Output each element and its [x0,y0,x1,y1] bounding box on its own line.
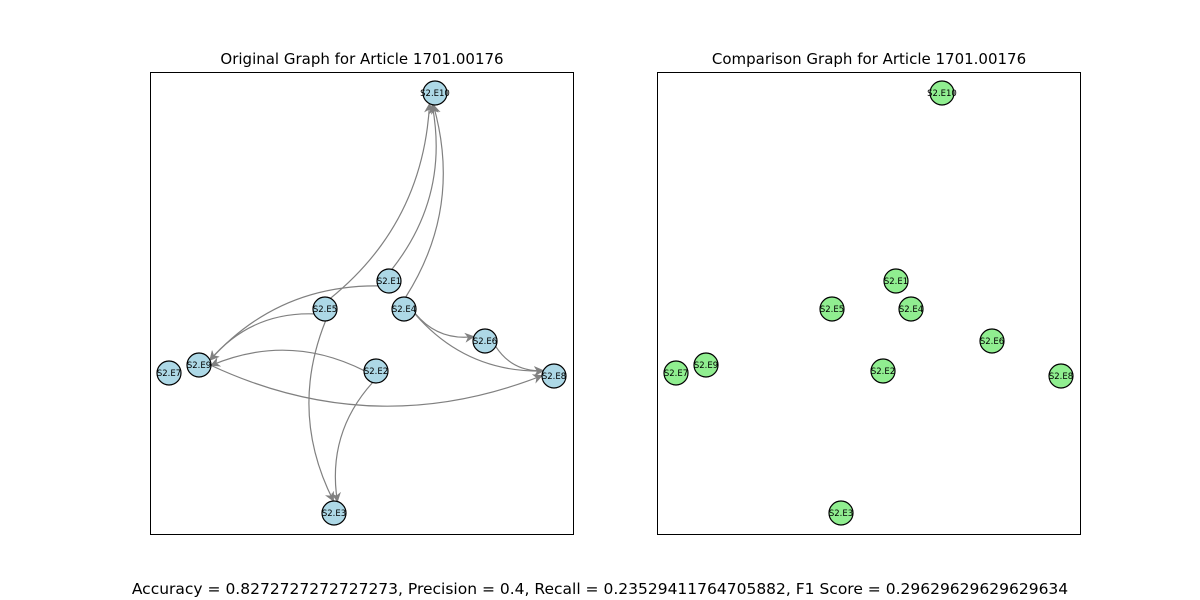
node-circle [693,352,719,378]
node-circle [979,328,1005,354]
node-circle [422,80,448,106]
node-label: S2.E3 [829,509,853,519]
node-s2-e6: S2.E6 [979,328,1005,354]
node-label: S2.E4 [899,305,923,315]
original-graph-edges [209,102,545,503]
node-s2-e6: S2.E6 [472,328,498,354]
node-label: S2.E3 [322,509,346,519]
node-s2-e9: S2.E9 [693,352,719,378]
edge-s2-e5-to-s2-e9 [209,313,315,361]
node-circle [929,80,955,106]
node-label: S2.E7 [157,369,181,379]
edge-s2-e6-to-s2-e8 [495,346,545,377]
node-s2-e1: S2.E1 [376,268,402,294]
node-circle [819,296,845,322]
node-s2-e9: S2.E9 [186,352,212,378]
node-s2-e8: S2.E8 [541,363,567,389]
node-s2-e8: S2.E8 [1048,363,1074,389]
node-s2-e7: S2.E7 [156,360,182,386]
node-label: S2.E9 [187,361,211,371]
metrics-summary: Accuracy = 0.8272727272727273, Precision… [132,580,1068,598]
node-circle [541,363,567,389]
node-circle [312,296,338,322]
node-s2-e10: S2.E10 [420,80,450,106]
original-graph-title: Original Graph for Article 1701.00176 [220,50,503,68]
node-label: S2.E1 [377,277,401,287]
node-s2-e3: S2.E3 [828,500,854,526]
node-label: S2.E2 [871,367,895,377]
node-circle [376,268,402,294]
node-s2-e5: S2.E5 [819,296,845,322]
node-s2-e7: S2.E7 [663,360,689,386]
node-label: S2.E6 [473,337,497,347]
node-circle [870,358,896,384]
edge-s2-e1-to-s2-e10 [391,103,439,270]
node-s2-e2: S2.E2 [363,358,389,384]
comparison-graph-panel: Comparison Graph for Article 1701.00176 … [657,50,1081,535]
node-s2-e3: S2.E3 [321,500,347,526]
node-label: S2.E2 [364,367,388,377]
edge-s2-e5-to-s2-e10 [330,102,435,299]
node-circle [883,268,909,294]
node-label: S2.E7 [664,369,688,379]
node-circle [663,360,689,386]
edge-s2-e2-to-s2-e3 [331,382,374,503]
edge-s2-e2-to-s2-e9 [210,349,365,372]
node-label: S2.E10 [927,89,957,99]
node-label: S2.E8 [1049,372,1073,382]
node-s2-e5: S2.E5 [312,296,338,322]
node-label: S2.E5 [820,305,844,315]
node-circle [186,352,212,378]
node-s2-e4: S2.E4 [898,296,924,322]
node-circle [363,358,389,384]
node-circle [391,296,417,322]
node-s2-e10: S2.E10 [927,80,957,106]
node-circle [828,500,854,526]
original-graph-nodes: S2.E10 S2.E1 S2.E5 S2.E4 S2.E6 S2.E7 S2.E9 S2.E… [156,80,567,526]
node-label: S2.E8 [542,372,566,382]
node-circle [321,500,347,526]
node-label: S2.E10 [420,89,450,99]
node-circle [1048,363,1074,389]
edge-s2-e5-to-s2-e3 [308,320,335,502]
original-graph-panel: Original Graph for Article 1701.00176 S2… [150,50,574,535]
node-s2-e2: S2.E2 [870,358,896,384]
comparison-graph-frame [657,72,1081,535]
node-s2-e1: S2.E1 [883,268,909,294]
edge-s2-e4-to-s2-e8 [414,313,545,377]
edge-s2-e4-to-s2-e10 [405,103,444,298]
node-label: S2.E9 [694,361,718,371]
original-graph-frame [150,72,574,535]
node-label: S2.E5 [313,305,337,315]
node-circle [472,328,498,354]
node-circle [156,360,182,386]
node-circle [898,296,924,322]
comparison-graph-nodes: S2.E10 S2.E1 S2.E5 S2.E4 S2.E6 S2.E7 S2.E9 S2.E… [663,80,1074,526]
edge-s2-e9-to-s2-e8 [210,364,543,407]
comparison-graph-title: Comparison Graph for Article 1701.00176 [712,50,1026,68]
node-label: S2.E4 [392,305,416,315]
node-label: S2.E6 [980,337,1004,347]
node-label: S2.E1 [884,277,908,287]
node-s2-e4: S2.E4 [391,296,417,322]
